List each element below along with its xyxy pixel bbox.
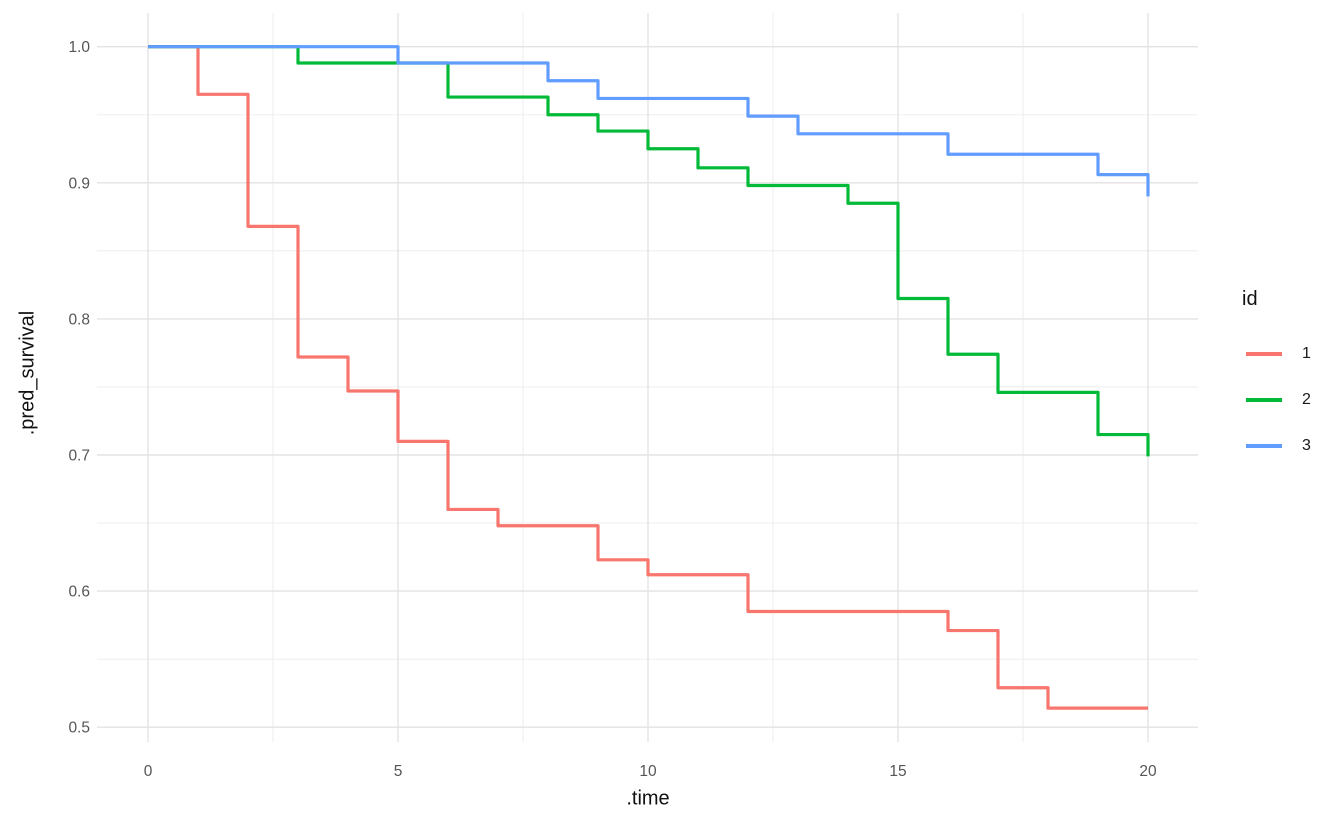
- x-tick-label: 5: [394, 763, 403, 780]
- y-tick-label: 0.7: [68, 448, 90, 465]
- legend-line-swatch: [1246, 444, 1282, 448]
- series-line-3: [148, 45, 1150, 197]
- legend-entry-1: 1: [1232, 331, 1342, 377]
- x-tick-label: 10: [639, 763, 657, 780]
- legend-entry-label: 3: [1302, 437, 1311, 454]
- legend-title: id: [1242, 288, 1258, 310]
- legend-entry-3: 3: [1232, 423, 1342, 469]
- series-line-2: [148, 45, 1150, 457]
- legend: id 1 2 3: [1232, 288, 1342, 469]
- x-tick-label: 20: [1139, 763, 1157, 780]
- y-axis-title: .pred_survival: [16, 310, 39, 436]
- legend-entry-label: 1: [1302, 345, 1311, 362]
- x-tick-label: 0: [144, 763, 153, 780]
- x-tick-label: 15: [889, 763, 906, 780]
- legend-entry-label: 2: [1302, 391, 1311, 408]
- y-tick-label: 0.5: [68, 720, 90, 737]
- y-tick-label: 1.0: [68, 39, 90, 56]
- legend-line-swatch: [1246, 398, 1282, 402]
- y-tick-label: 0.6: [68, 584, 90, 601]
- y-tick-label: 0.8: [68, 311, 90, 328]
- series-line-1: [148, 45, 1148, 710]
- legend-line-swatch: [1246, 352, 1282, 356]
- x-axis-title: .time: [626, 787, 670, 810]
- y-tick-label: 0.9: [68, 175, 90, 192]
- legend-entry-2: 2: [1232, 377, 1342, 423]
- legend-entries: 1 2 3: [1232, 331, 1342, 469]
